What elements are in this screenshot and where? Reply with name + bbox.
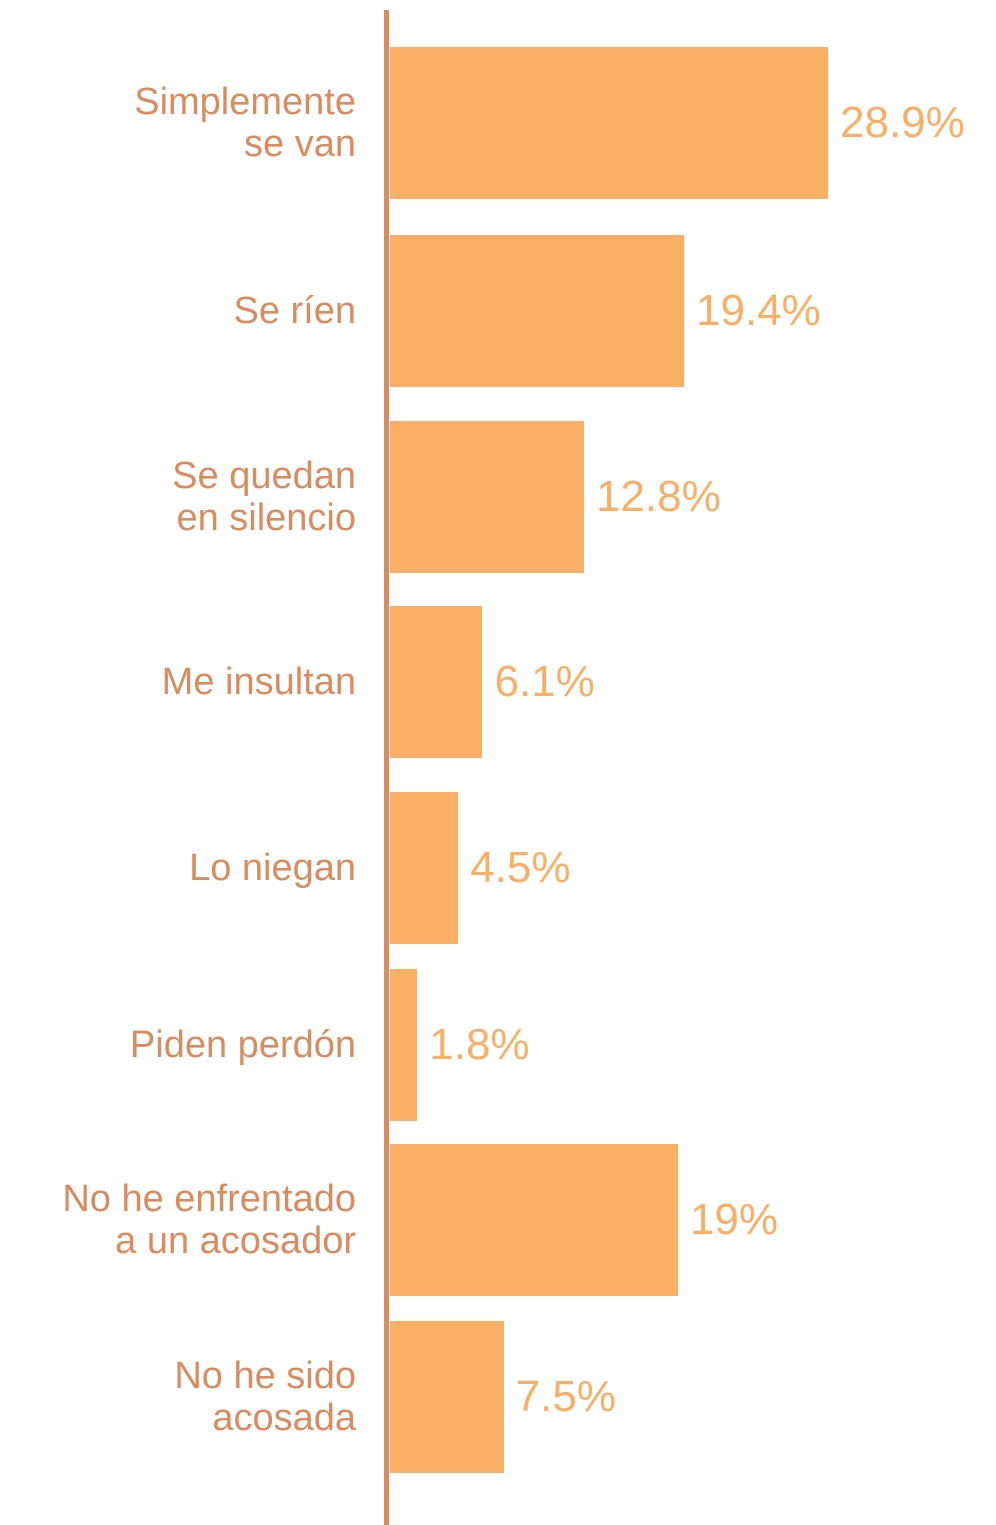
bar <box>390 1321 504 1473</box>
bar <box>390 969 418 1121</box>
category-label: Se quedan en silencio <box>172 455 356 539</box>
value-label: 1.8% <box>429 1020 530 1069</box>
value-label: 12.8% <box>595 472 721 521</box>
value-label: 28.9% <box>840 98 965 147</box>
bar <box>390 421 584 573</box>
bar <box>390 47 828 199</box>
axis-line <box>384 10 389 1525</box>
bar <box>390 792 459 944</box>
value-label: 19.4% <box>696 286 821 335</box>
category-label: Se ríen <box>233 290 356 332</box>
category-label: Lo niegan <box>189 847 356 889</box>
category-label: Simplemente se van <box>134 81 356 165</box>
value-label: 4.5% <box>470 843 571 892</box>
value-label: 7.5% <box>515 1372 616 1421</box>
category-label: No he sido acosada <box>174 1355 356 1439</box>
category-label: Me insultan <box>161 661 356 703</box>
value-label: 6.1% <box>494 657 595 706</box>
bar <box>390 1144 678 1296</box>
category-label: No he enfrentado a un acosador <box>62 1178 356 1262</box>
bar <box>390 235 685 387</box>
category-label: Piden perdón <box>129 1024 356 1066</box>
bar <box>390 606 483 758</box>
value-label: 19% <box>689 1195 779 1244</box>
